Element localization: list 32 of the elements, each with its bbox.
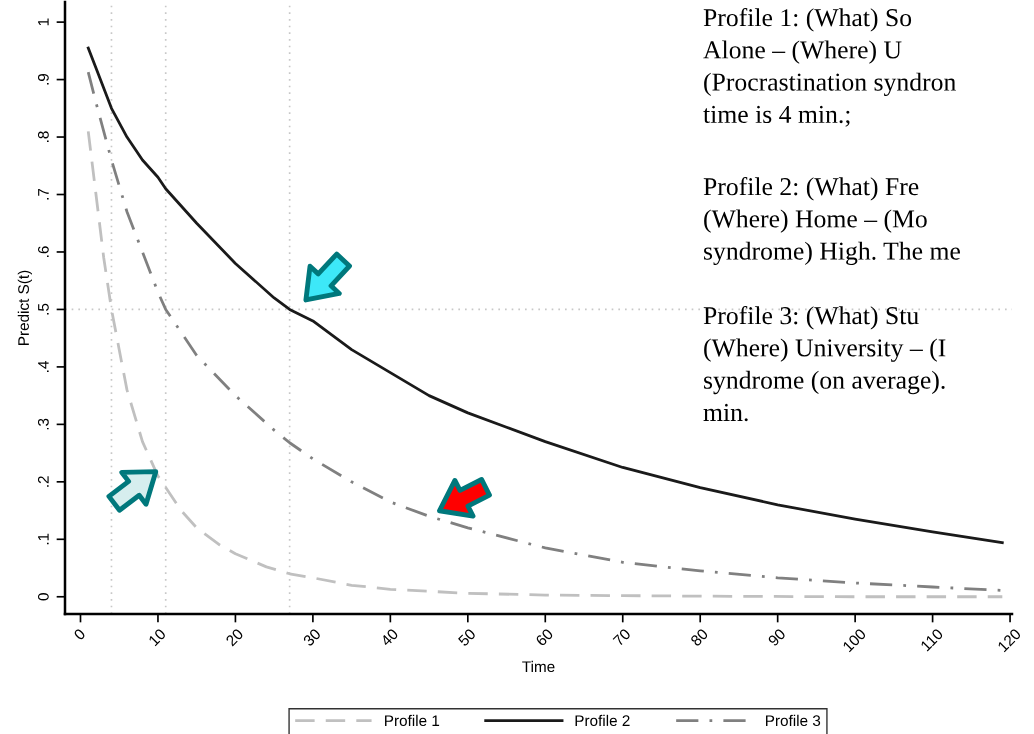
y-tick-label: .7 — [38, 188, 49, 200]
y-tick-label: .3 — [37, 418, 49, 430]
x-tick-label: 60 — [535, 627, 554, 647]
y-tick-label: .1 — [38, 533, 49, 545]
y-tick-label: .2 — [37, 476, 49, 487]
x-tick-label: 90 — [767, 627, 787, 647]
x-tick-label: 70 — [612, 627, 632, 647]
annotation: Profile 1: (What) So Alone – (Where) U (Procrastination syndron time is 4 min.; — [703, 8, 956, 127]
y-tick-label: .5 — [38, 303, 49, 315]
y-axis-title: Predict S(t) — [17, 270, 32, 345]
x-axis-title: Time — [522, 660, 555, 673]
y-tick-label: .9 — [37, 73, 49, 85]
legend-label: Profile 2 — [575, 714, 630, 727]
x-tick-label: 100 — [842, 627, 867, 653]
annotation: Profile 3: (What) Stu (Where) University – (I syndrome (on average). min. — [703, 306, 946, 422]
x-tick-label: 20 — [225, 627, 244, 647]
y-tick-label: 0 — [37, 593, 49, 601]
annotation: Profile 2: (What) Fre (Where) Home – (Mo syndrome) High. The me — [703, 177, 960, 266]
y-tick-label: 1 — [38, 18, 49, 26]
x-tick-label: 30 — [302, 627, 322, 647]
x-tick-label: 10 — [148, 627, 167, 647]
x-tick-label: 110 — [920, 627, 944, 652]
x-tick-label: 50 — [457, 627, 477, 647]
x-tick-label: 40 — [379, 627, 399, 647]
y-tick-label: .4 — [38, 360, 49, 372]
x-tick-label: 0 — [73, 627, 86, 641]
legend-label: Profile 1 — [385, 714, 440, 727]
x-tick-label: 120 — [997, 627, 1022, 653]
y-tick-label: .8 — [37, 131, 49, 143]
legend-label: Profile 3 — [766, 714, 821, 727]
x-tick-label: 80 — [689, 627, 709, 647]
y-tick-label: .6 — [37, 246, 49, 257]
